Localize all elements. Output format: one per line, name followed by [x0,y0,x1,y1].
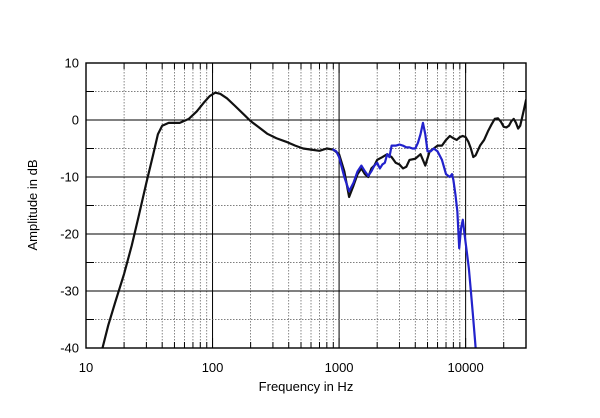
x-tick-label: 10 [79,360,93,375]
y-tick-label: -10 [60,170,79,185]
x-tick-label: 100 [202,360,224,375]
series-line-black [101,91,526,348]
plot-frame [85,62,527,349]
series-line-blue [332,121,477,348]
y-axis-label: Amplitude in dB [25,159,40,250]
y-tick-label: -40 [60,341,79,356]
x-tick-label: 10000 [448,360,484,375]
series-group [101,91,526,348]
y-tick-label: 10 [65,56,79,71]
x-tick-label: 1000 [325,360,354,375]
y-tick-label: -20 [60,227,79,242]
tick-labels: 10 100 1000 10000 -40 -30 -20 -10 0 10 [60,56,483,376]
x-axis-label: Frequency in Hz [259,379,354,394]
y-tick-label: 0 [72,113,79,128]
y-tick-label: -30 [60,284,79,299]
